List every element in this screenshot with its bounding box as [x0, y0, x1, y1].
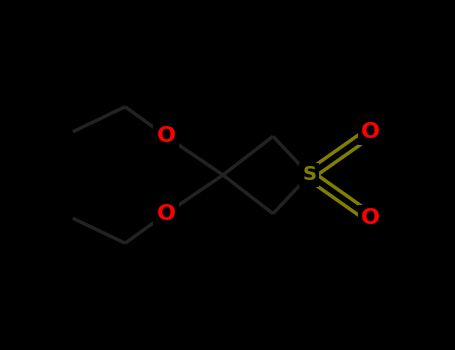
Text: S: S: [303, 166, 316, 184]
Text: O: O: [157, 126, 176, 146]
Text: O: O: [361, 208, 380, 228]
Text: O: O: [157, 204, 176, 224]
Text: O: O: [361, 122, 380, 142]
